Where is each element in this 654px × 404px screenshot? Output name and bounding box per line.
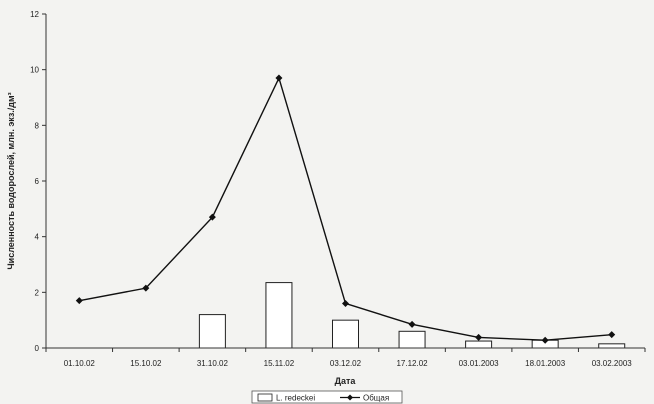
y-tick-label: 2 [35, 288, 40, 297]
bar-redeckei [265, 282, 293, 349]
x-tick-label: 15.10.02 [130, 359, 162, 368]
point-total [142, 284, 150, 292]
legend-line-marker [347, 394, 353, 401]
x-tick-label: 03.01.2003 [459, 359, 500, 368]
y-tick-label: 10 [30, 66, 39, 75]
bar-redeckei [465, 340, 493, 349]
x-axis-label: Дата [335, 376, 357, 386]
point-total [608, 331, 616, 339]
point-total [475, 333, 483, 341]
x-tick-label: 03.02.2003 [592, 359, 633, 368]
legend-label-redeckei: L. redeckei [276, 394, 315, 403]
x-ticks: 01.10.02 15.10.02 31.10.02 15.11.02 03.12.02… [45, 348, 646, 368]
legend-bar-swatch [257, 393, 273, 402]
y-axis-label: Численность водорослей, млн. экз./дм³ [6, 92, 16, 269]
x-tick-label: 15.11.02 [264, 359, 295, 368]
legend-label-total: Общая [363, 394, 389, 403]
point-total [275, 74, 283, 82]
point-total [342, 299, 349, 307]
x-tick-label: 01.10.02 [64, 359, 96, 368]
bar-redeckei [598, 343, 626, 349]
point-total [541, 336, 549, 344]
y-tick-label: 4 [35, 233, 40, 242]
line-series [75, 74, 616, 344]
x-tick-label: 31.10.02 [197, 359, 229, 368]
point-total [408, 320, 416, 328]
point-total [75, 297, 83, 305]
axes [45, 14, 645, 349]
x-tick-label: 03.12.02 [330, 359, 362, 368]
y-tick-label: 0 [35, 344, 40, 353]
bar-series [198, 282, 626, 349]
y-tick-label: 8 [35, 121, 40, 130]
y-tick-label: 6 [35, 177, 40, 186]
x-tick-label: 17.12.02 [396, 359, 428, 368]
y-ticks: 0 2 4 6 8 10 12 [30, 10, 46, 353]
bar-redeckei [332, 319, 359, 349]
bar-redeckei [398, 330, 426, 349]
y-tick-label: 12 [30, 10, 39, 19]
point-total [208, 213, 216, 221]
bar-redeckei [198, 314, 226, 349]
legend: L. redeckei Общая [251, 390, 403, 404]
x-tick-label: 18.01.2003 [525, 359, 566, 368]
